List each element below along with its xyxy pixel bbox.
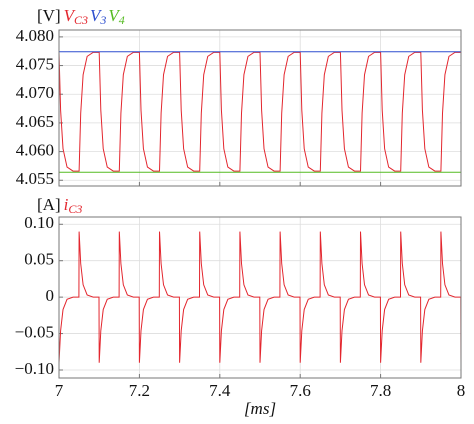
x-tick-label: 7.4 bbox=[209, 381, 231, 400]
y-tick-label: −0.05 bbox=[15, 322, 54, 341]
x-tick-label: 7.2 bbox=[129, 381, 150, 400]
y-tick-label: 0 bbox=[46, 286, 55, 305]
plot-frame bbox=[58, 29, 462, 187]
x-tick-label: 8 bbox=[457, 381, 466, 400]
y-tick-label: 0.05 bbox=[24, 250, 54, 269]
legend-label: VC3 bbox=[64, 6, 88, 27]
plot-frame bbox=[58, 216, 462, 379]
legend-label: iC3 bbox=[64, 195, 83, 216]
series-line bbox=[58, 231, 462, 363]
y-axis-label: [V] bbox=[37, 6, 61, 25]
series-line bbox=[58, 51, 461, 172]
y-tick-label: 4.060 bbox=[16, 140, 54, 159]
y-tick-label: 4.075 bbox=[16, 54, 54, 73]
y-tick-label: 4.055 bbox=[16, 169, 54, 188]
x-axis-label: [ms] bbox=[244, 399, 276, 418]
x-tick-label: 7.8 bbox=[370, 381, 391, 400]
y-tick-label: 0.10 bbox=[24, 213, 54, 232]
legend-label: V3 bbox=[90, 6, 106, 27]
x-tick-label: 7.6 bbox=[290, 381, 311, 400]
legend-label: V4 bbox=[108, 6, 124, 27]
y-tick-label: 4.080 bbox=[16, 26, 54, 45]
y-tick-label: 4.070 bbox=[16, 83, 54, 102]
x-tick-label: 7 bbox=[55, 381, 64, 400]
y-tick-label: −0.10 bbox=[15, 359, 54, 378]
y-tick-label: 4.065 bbox=[16, 112, 54, 131]
y-axis-label: [A] bbox=[37, 195, 61, 214]
